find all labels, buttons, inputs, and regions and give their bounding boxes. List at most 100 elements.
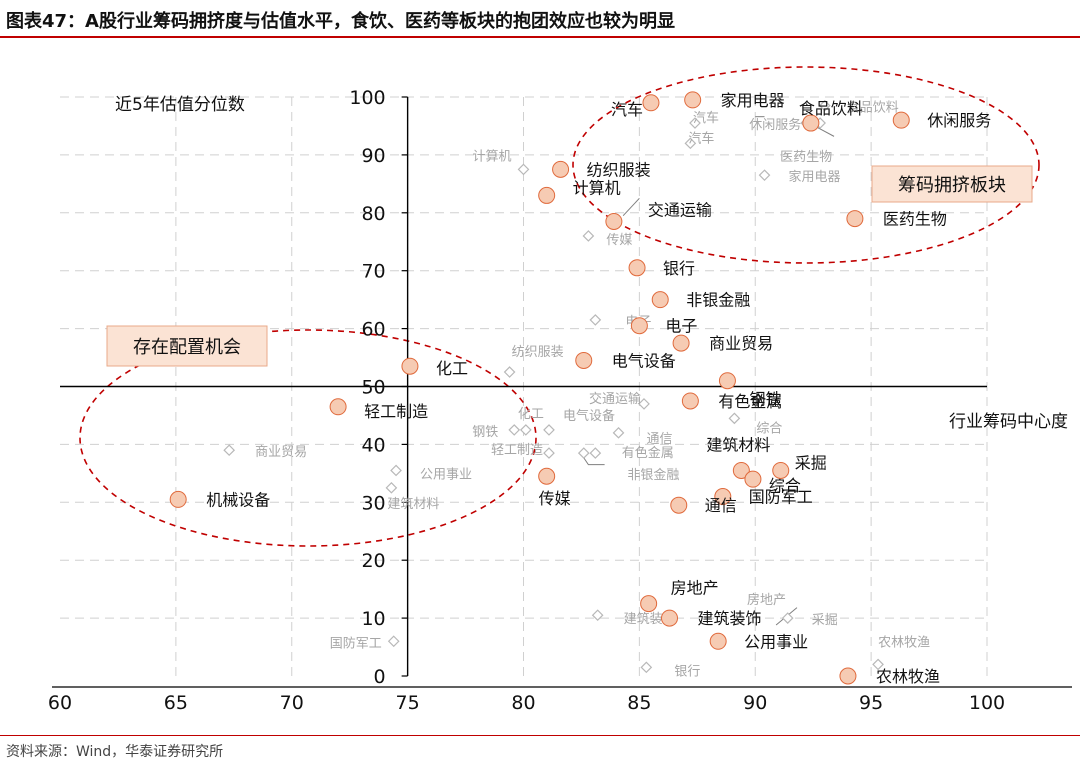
scatter-chart: 60 65 70 75 80 85 90 95 100 0 10 20 30 40 50 60 70 80 90 10…	[48, 66, 1072, 714]
x-tick-label: 70	[280, 692, 304, 714]
diamond-marker	[390, 464, 402, 477]
circle-marker-label: 家用电器	[721, 91, 785, 110]
diamond-marker-label: 公用事业	[420, 467, 472, 482]
circle-marker	[605, 212, 623, 230]
diamond-marker-label: 国防军工	[330, 635, 382, 651]
circle-marker	[329, 398, 347, 416]
circle-marker	[628, 259, 646, 277]
diamond-marker	[589, 447, 602, 459]
opportunity-cluster-ellipse	[79, 329, 537, 547]
circle-marker	[718, 372, 736, 390]
x-tick-label: 60	[48, 692, 72, 714]
circle-marker	[651, 291, 669, 309]
diamond-marker-label: 家用电器	[789, 169, 841, 185]
circle-marker-label: 综合	[769, 476, 801, 495]
circle-marker-label: 银行	[663, 259, 695, 278]
diamond-marker-label: 汽车	[693, 110, 719, 126]
circle-marker	[802, 114, 820, 132]
series-diamond: 食品饮料休闲服务汽车医药生物计算机汽车家用电器传媒电子纺织服装交通运输综合钢铁化…	[223, 99, 930, 679]
x-tick-label: 95	[859, 692, 883, 714]
circle-marker	[642, 94, 660, 112]
source-divider	[0, 735, 1080, 736]
diamond-marker	[612, 426, 625, 439]
diamond-marker	[684, 137, 697, 150]
circle-marker-label: 化工	[436, 359, 468, 378]
circle-marker-label: 建筑材料	[706, 435, 770, 454]
y-tick-label: 30	[361, 492, 385, 514]
circle-marker-label: 有色金属	[718, 392, 782, 411]
diamond-marker-label: 农林牧渔	[878, 635, 930, 650]
diamond-marker	[818, 99, 831, 112]
axes: 60 65 70 75 80 85 90 95 100 0 10 20 30 40 50 60 70 80 90 10…	[48, 87, 1072, 714]
circle-marker	[538, 467, 556, 485]
circle-marker-label: 通信	[705, 496, 737, 515]
diamond-marker-label: 有色金属	[622, 445, 674, 461]
circle-marker-label: 机械设备	[206, 490, 270, 509]
title-divider	[0, 36, 1080, 38]
x-tick-label: 100	[969, 692, 1005, 714]
diamond-marker-label: 非银金融	[627, 467, 679, 483]
y-tick-label: 20	[361, 550, 385, 572]
y-tick-label: 40	[361, 434, 385, 456]
x-tick-label: 85	[627, 692, 651, 714]
y-tick-label: 0	[374, 666, 386, 688]
circle-marker-label: 房地产	[671, 579, 719, 598]
diamond-marker-label: 银行	[674, 664, 700, 679]
diamond-marker	[223, 444, 236, 457]
circle-marker-label: 交通运输	[648, 200, 712, 219]
circle-marker-label: 食品饮料	[799, 99, 863, 118]
circle-marker	[640, 595, 658, 613]
circle-marker	[575, 351, 593, 369]
circle-marker-label: 农林牧渔	[876, 667, 940, 686]
x-tick-label: 65	[164, 692, 188, 714]
header: 图表47：A股行业筹码拥挤度与估值水平，食饮、医药等板块的抱团效应也较为明显	[0, 0, 1080, 40]
diamond-marker	[503, 366, 516, 378]
circle-marker-label: 计算机	[573, 178, 621, 197]
diamond-marker	[591, 609, 604, 622]
cluster-ellipses	[79, 66, 1040, 547]
diamond-marker-label: 电气设备	[563, 408, 615, 424]
circle-marker	[892, 111, 910, 129]
diamond-marker	[582, 230, 595, 242]
y-tick-label: 50	[361, 377, 385, 399]
diamond-marker-label: 通信	[647, 432, 673, 447]
circle-marker	[839, 667, 857, 685]
circle-marker	[670, 496, 688, 514]
circle-marker-label: 国防军工	[749, 488, 813, 507]
diamond-marker	[577, 447, 590, 459]
circle-marker-label: 汽车	[611, 100, 643, 119]
x-tick-label: 75	[396, 692, 420, 714]
diamond-marker-label: 轻工制造	[491, 443, 543, 458]
diamond-marker-label: 纺织服装	[512, 345, 564, 360]
circle-marker-label: 公用事业	[744, 632, 808, 651]
y-tick-label: 100	[349, 87, 385, 109]
diamond-marker-label: 综合	[756, 421, 782, 436]
diamond-marker	[638, 398, 650, 410]
diamond-marker-label: 建筑材料	[387, 496, 439, 512]
leader-line	[817, 127, 835, 137]
circle-marker	[401, 357, 419, 375]
circle-marker	[681, 392, 699, 410]
diamond-marker-label: 传媒	[606, 233, 632, 248]
circle-marker	[846, 210, 864, 228]
diamond-marker	[758, 169, 771, 182]
diamond-marker	[728, 412, 741, 425]
diamond-marker-label: 计算机	[472, 149, 511, 164]
circle-marker-label: 休闲服务	[927, 111, 991, 130]
y-tick-label: 70	[361, 261, 385, 283]
annotation-box	[871, 165, 1033, 203]
leader-line	[622, 197, 640, 217]
circle-marker-label: 采掘	[795, 453, 827, 472]
diamond-marker-label: 房地产	[747, 592, 786, 608]
circle-marker	[630, 317, 648, 335]
diamond-marker	[872, 658, 884, 671]
diamond-marker	[543, 447, 555, 459]
x-tick-label: 90	[743, 692, 767, 714]
circle-marker	[684, 91, 702, 109]
diamond-marker	[508, 424, 521, 436]
diamond-marker-label: 食品饮料	[847, 100, 899, 116]
circle-marker-label: 商业贸易	[709, 334, 773, 353]
circle-marker	[538, 186, 556, 204]
